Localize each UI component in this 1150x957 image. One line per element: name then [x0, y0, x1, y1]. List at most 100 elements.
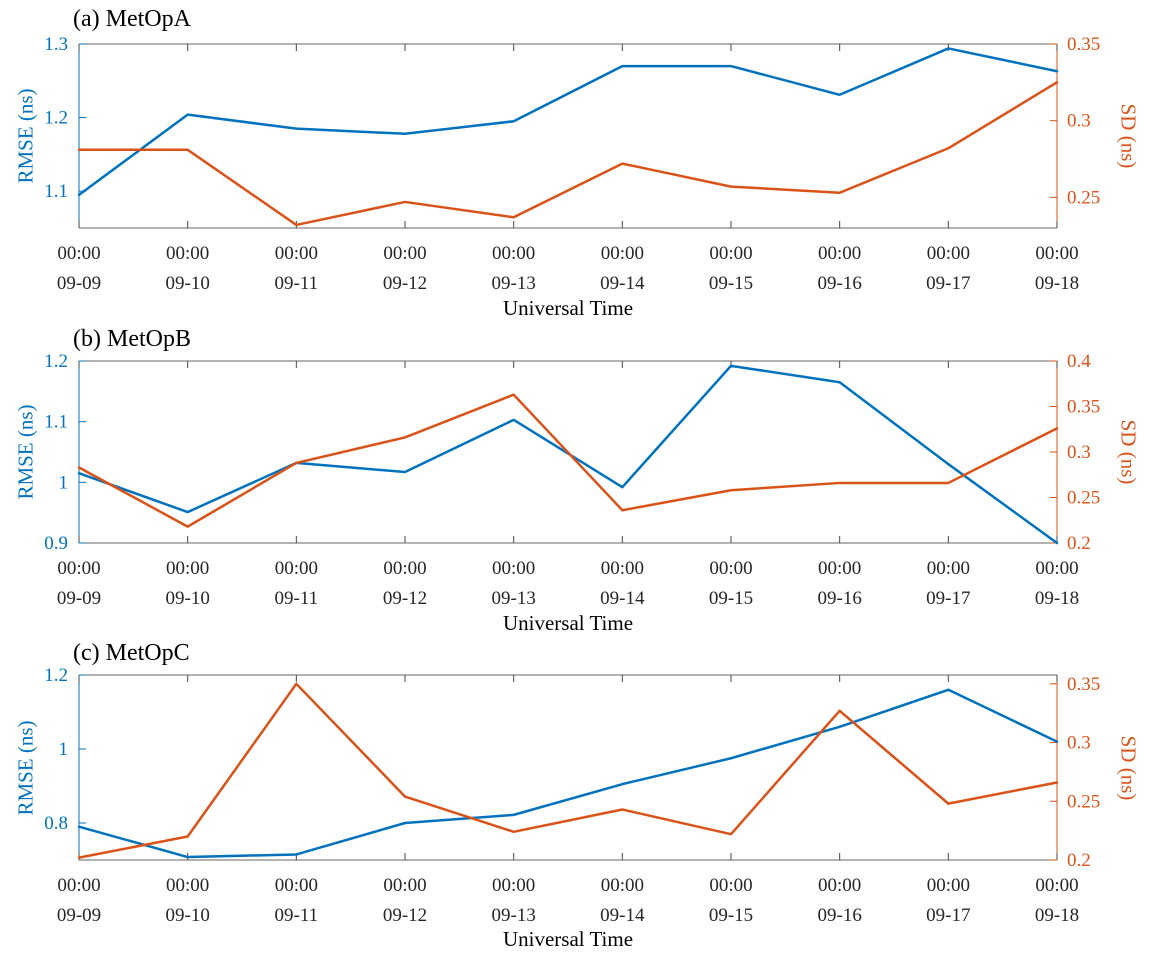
x-tick-date-label: 09-15 [709, 273, 753, 294]
subplot-b-plot: 00:00 09-09 00:00 09-10 00:00 09-11 00:00 09-12… [44, 351, 1100, 609]
y-tick-right-label: 0.3 [1067, 442, 1091, 463]
y-tick-left-label: 0.8 [44, 813, 68, 834]
x-tick-date-label: 09-10 [166, 905, 210, 926]
x-tick-time-label: 00:00 [601, 558, 644, 579]
x-tick-time-label: 00:00 [709, 243, 752, 264]
x-tick-date-label: 09-14 [600, 273, 645, 294]
x-tick-time-label: 00:00 [275, 243, 318, 264]
x-tick-time-label: 00:00 [927, 243, 970, 264]
subplot-b-title: (b) MetOpB [73, 326, 191, 352]
x-tick-date-label: 09-17 [926, 273, 970, 294]
x-tick-date-label: 09-11 [275, 588, 319, 609]
x-tick-date-label: 09-13 [492, 905, 536, 926]
x-tick-date-label: 09-17 [926, 588, 970, 609]
x-tick-date-label: 09-12 [383, 905, 427, 926]
y-tick-left-label: 1.3 [44, 34, 68, 55]
subplot-c-title: (c) MetOpC [73, 640, 190, 666]
x-tick-date-label: 09-10 [166, 588, 210, 609]
x-tick-date-label: 09-16 [818, 588, 862, 609]
y-tick-left-label: 1 [59, 739, 69, 760]
rmse-line [77, 364, 1059, 545]
x-tick-time-label: 00:00 [57, 875, 100, 896]
sd-line [77, 682, 1059, 859]
x-tick-time-label: 00:00 [57, 558, 100, 579]
x-tick-time-label: 00:00 [492, 243, 535, 264]
sd-line [77, 393, 1059, 528]
x-tick-time-label: 00:00 [601, 875, 644, 896]
x-tick-date-label: 09-13 [492, 273, 536, 294]
x-tick-date-label: 09-11 [275, 905, 319, 926]
x-tick-date-label: 09-14 [600, 588, 645, 609]
x-tick-time-label: 00:00 [166, 875, 209, 896]
y-tick-left-label: 1 [59, 472, 69, 493]
x-tick-date-label: 09-11 [275, 273, 319, 294]
y-tick-left-label: 1.2 [44, 351, 68, 372]
x-tick-date-label: 09-16 [818, 905, 862, 926]
subplot-c-xlabel: Universal Time [502, 927, 634, 951]
y-tick-left-label: 1.1 [44, 412, 68, 433]
x-tick-time-label: 00:00 [927, 558, 970, 579]
x-tick-date-label: 09-14 [600, 905, 645, 926]
y-tick-right-label: 0.3 [1067, 733, 1091, 754]
y-tick-right-label: 0.2 [1067, 850, 1091, 871]
y-tick-right-label: 0.25 [1067, 187, 1100, 208]
subplot-c-ylabel-left: RMSE (ns) [13, 720, 38, 816]
x-tick-time-label: 00:00 [1035, 243, 1078, 264]
x-tick-date-label: 09-13 [492, 588, 536, 609]
y-tick-right-label: 0.3 [1067, 111, 1091, 132]
x-tick-time-label: 00:00 [383, 875, 426, 896]
sd-line [77, 81, 1059, 227]
x-tick-date-label: 09-09 [57, 588, 101, 609]
y-tick-left-label: 0.9 [44, 533, 68, 554]
x-tick-time-label: 00:00 [166, 558, 209, 579]
x-tick-time-label: 00:00 [166, 243, 209, 264]
x-tick-time-label: 00:00 [383, 558, 426, 579]
y-tick-right-label: 0.35 [1067, 674, 1100, 695]
x-tick-date-label: 09-12 [383, 588, 427, 609]
x-tick-time-label: 00:00 [492, 875, 535, 896]
x-tick-date-label: 09-10 [166, 273, 210, 294]
x-tick-time-label: 00:00 [383, 243, 426, 264]
x-tick-date-label: 09-18 [1035, 588, 1079, 609]
subplot-a-ylabel-right: SD (ns) [1116, 103, 1141, 169]
y-tick-right-label: 0.25 [1067, 488, 1100, 509]
subplot-a-ylabel-left: RMSE (ns) [13, 88, 38, 184]
x-tick-time-label: 00:00 [1035, 558, 1078, 579]
x-tick-time-label: 00:00 [818, 558, 861, 579]
y-tick-left-label: 1.2 [44, 665, 68, 686]
x-tick-date-label: 09-15 [709, 588, 753, 609]
subplot-a-xlabel: Universal Time [502, 296, 634, 320]
subplot-b-ylabel-left: RMSE (ns) [13, 404, 38, 500]
y-tick-left-label: 1.2 [44, 108, 68, 129]
x-tick-time-label: 00:00 [927, 875, 970, 896]
x-tick-date-label: 09-17 [926, 905, 970, 926]
x-tick-date-label: 09-09 [57, 273, 101, 294]
x-tick-time-label: 00:00 [818, 875, 861, 896]
y-tick-right-label: 0.4 [1067, 351, 1091, 372]
subplot-a-plot: 00:00 09-09 00:00 09-10 00:00 09-11 00:00 09-12… [44, 34, 1100, 294]
subplot-b-ylabel-right: SD (ns) [1116, 419, 1141, 485]
subplot-b-xlabel: Universal Time [502, 611, 634, 635]
x-tick-date-label: 09-09 [57, 905, 101, 926]
y-tick-left-label: 1.1 [44, 181, 68, 202]
subplot-c-ylabel-right: SD (ns) [1116, 735, 1141, 801]
rmse-line [77, 688, 1059, 859]
y-tick-right-label: 0.35 [1067, 397, 1100, 418]
x-tick-date-label: 09-16 [818, 273, 862, 294]
x-tick-time-label: 00:00 [709, 558, 752, 579]
x-tick-time-label: 00:00 [492, 558, 535, 579]
rmse-line [77, 47, 1059, 197]
x-tick-time-label: 00:00 [57, 243, 100, 264]
y-tick-right-label: 0.2 [1067, 533, 1091, 554]
subplot-c-plot: 00:00 09-09 00:00 09-10 00:00 09-11 00:00 09-12… [44, 665, 1100, 926]
x-tick-time-label: 00:00 [1035, 875, 1078, 896]
x-tick-time-label: 00:00 [601, 243, 644, 264]
x-tick-time-label: 00:00 [275, 875, 318, 896]
x-tick-time-label: 00:00 [818, 243, 861, 264]
x-tick-date-label: 09-18 [1035, 273, 1079, 294]
x-tick-time-label: 00:00 [275, 558, 318, 579]
x-tick-date-label: 09-15 [709, 905, 753, 926]
x-tick-date-label: 09-12 [383, 273, 427, 294]
y-tick-right-label: 0.25 [1067, 791, 1100, 812]
